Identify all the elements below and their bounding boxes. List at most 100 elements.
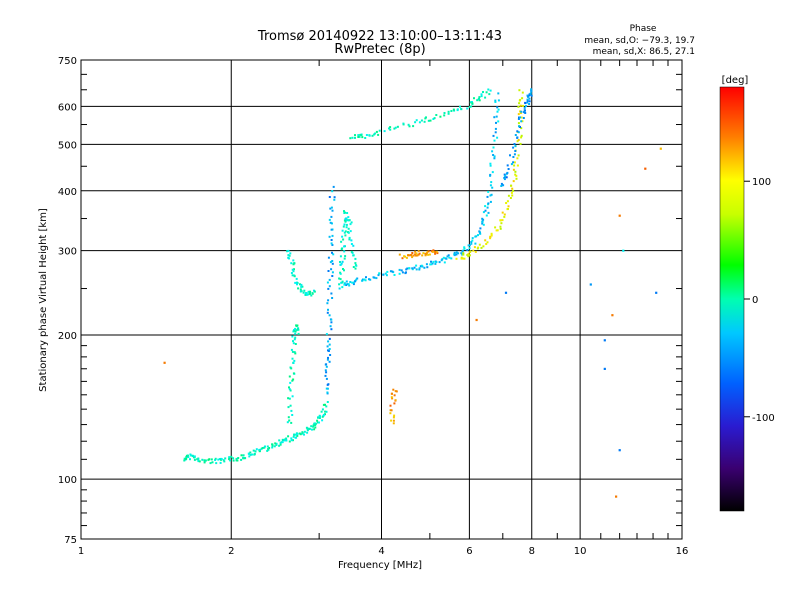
echo-point (316, 421, 319, 424)
echo-point (300, 283, 303, 286)
echo-point (240, 454, 243, 457)
chart-title: Tromsø 20140922 13:10:00–13:11:43 (257, 29, 502, 44)
echo-point (435, 261, 438, 263)
echo-point (326, 358, 329, 361)
echo-point (203, 461, 206, 464)
echo-point (292, 259, 295, 262)
echo-point (489, 174, 492, 177)
echo-point (327, 308, 329, 311)
echo-point (520, 127, 523, 130)
echo-point (382, 273, 385, 276)
echo-point (407, 123, 410, 126)
echo-point (514, 145, 517, 148)
x-tick-label: 4 (378, 546, 384, 557)
echo-point (417, 250, 420, 253)
echo-point (517, 154, 520, 157)
echo-point (290, 439, 293, 442)
echo-point (248, 452, 250, 455)
echo-point (288, 419, 291, 422)
echo-point (389, 412, 392, 415)
echo-point (460, 108, 463, 111)
echo-point (479, 232, 482, 235)
echo-point (438, 261, 441, 264)
echo-point (510, 191, 513, 194)
echo-point (327, 340, 330, 343)
echo-point (313, 422, 316, 425)
echo-point (516, 140, 519, 143)
echo-point (330, 318, 333, 321)
echo-point (364, 137, 367, 139)
echo-point (443, 112, 446, 114)
echo-point (490, 193, 493, 196)
echo-point (343, 283, 346, 286)
echo-point (236, 459, 239, 462)
echo-point (477, 234, 479, 237)
echo-point (251, 453, 254, 456)
echo-point (468, 254, 471, 257)
echo-point (457, 252, 460, 255)
echo-point (288, 375, 291, 378)
echo-point (327, 356, 329, 359)
echo-point (352, 283, 355, 286)
echo-point (497, 92, 500, 95)
echo-point (615, 495, 618, 498)
echo-point (490, 181, 493, 184)
echo-point (425, 253, 428, 256)
echo-point (423, 266, 426, 269)
echo-point (481, 217, 484, 220)
echo-point (351, 281, 354, 284)
echo-point (520, 136, 523, 139)
echo-point (333, 198, 336, 201)
echo-point (325, 410, 328, 413)
echo-point (288, 388, 291, 391)
echo-point (368, 134, 371, 137)
echo-point (485, 214, 488, 217)
echo-point (240, 458, 243, 461)
echo-point (452, 108, 455, 111)
echo-point (482, 211, 485, 214)
echo-point (290, 367, 293, 370)
echo-point (412, 254, 415, 257)
echo-point (528, 103, 531, 105)
echo-point (472, 249, 475, 252)
echo-point (278, 444, 281, 447)
echo-point (280, 441, 283, 444)
echo-point (347, 283, 350, 286)
echo-point (479, 227, 482, 230)
echo-point (326, 391, 329, 394)
echo-point (267, 448, 270, 450)
echo-point (478, 96, 481, 99)
echo-point (411, 267, 414, 270)
echo-point (427, 250, 430, 253)
echo-point (325, 405, 328, 408)
echo-point (373, 133, 376, 136)
echo-point (504, 174, 507, 177)
echo-point (287, 254, 290, 257)
echo-point (516, 157, 519, 160)
echo-point (297, 287, 300, 290)
echo-point (513, 153, 516, 156)
echo-point (371, 134, 374, 137)
echo-point (520, 134, 523, 137)
echo-point (492, 134, 495, 137)
x-tick-label: 2 (228, 546, 234, 557)
echo-point (326, 387, 329, 390)
echo-point (509, 197, 512, 199)
echo-point (496, 229, 499, 232)
echo-point (266, 449, 269, 452)
echo-point (392, 422, 395, 425)
echo-point (462, 257, 465, 260)
chart-subtitle: RwPretec (8p) (334, 42, 425, 57)
echo-point (500, 222, 503, 225)
echo-point (485, 243, 488, 245)
echo-point (377, 133, 380, 136)
echo-point (296, 432, 299, 435)
echo-point (288, 440, 291, 443)
echo-point (526, 98, 529, 101)
echo-point (489, 162, 492, 165)
echo-point (286, 421, 289, 424)
echo-point (193, 458, 196, 461)
echo-point (501, 219, 504, 222)
echo-point (515, 177, 518, 180)
echo-point (197, 460, 200, 463)
